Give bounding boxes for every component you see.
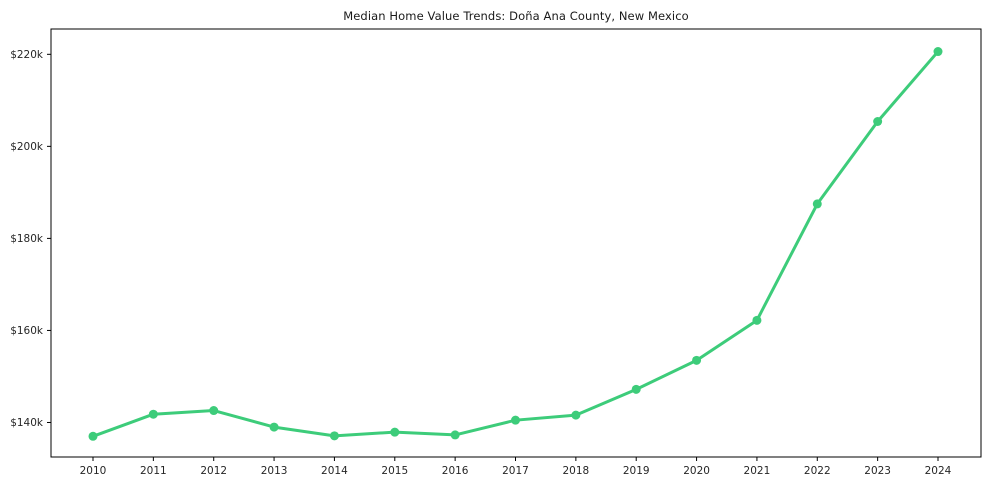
- data-point-marker: [752, 315, 762, 325]
- y-axis-tick-label: $200k: [10, 141, 44, 153]
- x-axis-tick-label: 2017: [502, 465, 529, 477]
- data-point-marker: [812, 199, 822, 209]
- x-axis-tick-label: 2022: [804, 465, 831, 477]
- y-axis-tick-label: $220k: [10, 49, 44, 61]
- chart-title: Median Home Value Trends: Doña Ana Count…: [343, 9, 689, 23]
- x-axis-tick-label: 2016: [442, 465, 469, 477]
- x-axis-tick-label: 2014: [321, 465, 348, 477]
- data-point-marker: [209, 406, 219, 416]
- x-axis-tick-label: 2013: [261, 465, 288, 477]
- x-axis-tick-label: 2018: [562, 465, 589, 477]
- x-axis-tick-label: 2019: [623, 465, 650, 477]
- x-axis-tick-label: 2023: [864, 465, 891, 477]
- series-line: [91, 50, 940, 438]
- x-axis-tick-label: 2012: [200, 465, 227, 477]
- x-axis-tick-label: 2011: [140, 465, 167, 477]
- data-point-marker: [390, 427, 400, 437]
- data-point-marker: [873, 117, 883, 127]
- data-point-marker: [933, 47, 943, 57]
- data-point-marker: [88, 431, 98, 441]
- data-point-marker: [692, 355, 702, 365]
- y-axis-tick-label: $140k: [10, 417, 44, 429]
- data-point-marker: [511, 415, 520, 425]
- x-axis-tick-label: 2021: [744, 465, 771, 477]
- plot-border: [50, 28, 982, 458]
- data-point-marker: [450, 430, 460, 440]
- y-axis-tick-label: $160k: [10, 325, 44, 337]
- x-axis-tick-label: 2020: [683, 465, 710, 477]
- x-axis-tick-label: 2010: [80, 465, 107, 477]
- data-point-marker: [631, 384, 641, 394]
- data-point-marker: [269, 422, 279, 432]
- data-point-marker: [571, 410, 581, 420]
- x-axis-tick-label: 2015: [381, 465, 408, 477]
- y-axis-tick-label: $180k: [10, 233, 44, 245]
- x-axis-tick-label: 2024: [925, 465, 952, 477]
- data-point-marker: [329, 431, 339, 441]
- data-point-marker: [148, 409, 158, 419]
